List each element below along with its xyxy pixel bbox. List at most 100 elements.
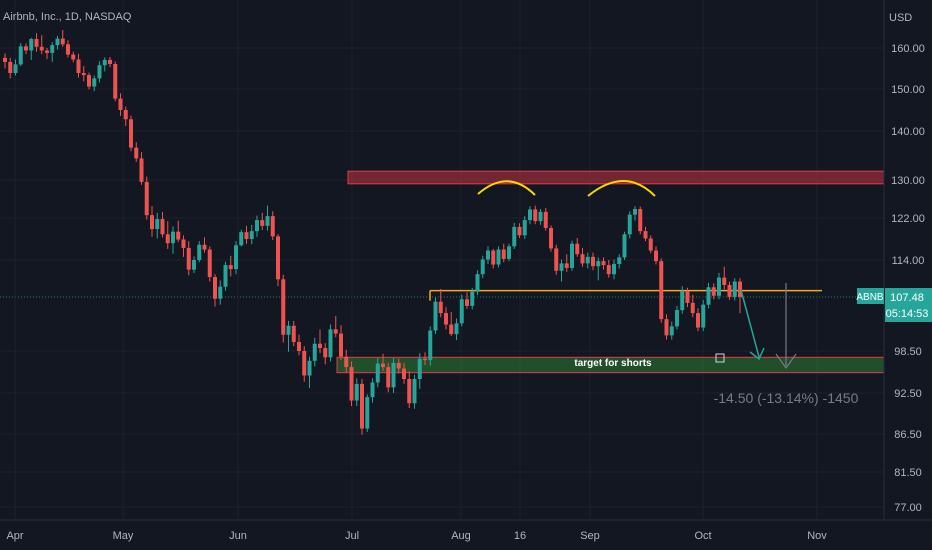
candle-body xyxy=(312,343,317,361)
candle-body xyxy=(186,247,191,270)
candle-body xyxy=(360,383,364,429)
candle-body xyxy=(564,263,569,268)
candle-body xyxy=(66,44,70,55)
candle-body xyxy=(118,98,123,110)
candle-body xyxy=(381,363,385,368)
price-tick-label: 150.00 xyxy=(891,84,925,96)
time-tick-label: Apr xyxy=(6,530,23,542)
candle-body xyxy=(717,277,721,296)
candle-body xyxy=(160,219,165,235)
candle-body xyxy=(491,250,496,265)
last-price-symbol: ABNB xyxy=(856,292,884,303)
candle-body xyxy=(370,382,375,398)
time-tick-label: 16 xyxy=(514,530,526,542)
price-tick-label: 122.00 xyxy=(891,213,925,225)
candle-body xyxy=(706,287,711,305)
measure-arrowhead xyxy=(775,353,797,370)
time-tick-label: May xyxy=(113,530,134,542)
candle-body xyxy=(260,220,265,226)
candle-body xyxy=(29,38,34,51)
candle-body xyxy=(480,259,485,275)
last-price-value: 107.48 xyxy=(890,292,924,304)
candle-body xyxy=(738,281,742,297)
candle-body xyxy=(412,379,417,404)
candle-body xyxy=(675,310,679,327)
price-tick-label: 81.50 xyxy=(894,467,922,479)
candle-body xyxy=(596,261,601,267)
candle-body xyxy=(638,208,643,232)
candle-body xyxy=(50,45,55,53)
candle-body xyxy=(543,211,548,228)
candle-body xyxy=(696,313,700,328)
candle-body xyxy=(8,61,13,74)
candle-body xyxy=(150,215,154,230)
candle-body xyxy=(575,243,580,255)
candle-body xyxy=(612,263,616,275)
candle-body xyxy=(654,250,658,262)
candle-body xyxy=(438,301,443,314)
candle-body xyxy=(249,231,254,239)
candle-body xyxy=(34,38,39,47)
candle-body xyxy=(155,219,160,230)
price-tick-label: 130.00 xyxy=(891,175,925,187)
projection-arrowhead xyxy=(749,347,765,361)
candle-body xyxy=(234,245,238,270)
candle-body xyxy=(344,356,349,368)
candle-body xyxy=(659,261,664,320)
candle-body xyxy=(669,326,674,336)
candle-body xyxy=(444,313,448,325)
candle-body xyxy=(722,277,727,285)
left-shoulder-arc xyxy=(477,180,536,196)
time-tick-label: Jul xyxy=(345,530,359,542)
candle-body xyxy=(171,231,175,244)
candle-body xyxy=(386,367,391,388)
candle-body xyxy=(606,265,611,275)
candle-body xyxy=(97,65,102,79)
candle-body xyxy=(81,73,86,76)
candle-body xyxy=(265,216,270,226)
candle-body xyxy=(354,383,359,401)
candle-body xyxy=(134,147,139,159)
candle-body xyxy=(255,220,259,232)
candle-body xyxy=(454,323,459,335)
candle-body xyxy=(375,363,380,383)
price-tick-label: 160.00 xyxy=(891,43,925,55)
candle-body xyxy=(328,329,333,358)
candle-body xyxy=(465,299,469,306)
candle-body xyxy=(648,238,653,251)
time-axis[interactable]: Apr May Jun Jul Aug 16 Sep Oct Nov xyxy=(6,530,827,542)
candle-body xyxy=(165,234,170,244)
price-axis[interactable]: 160.00 150.00 140.00 130.00 122.00 114.00 98.5… xyxy=(891,43,925,514)
drawings xyxy=(477,180,797,370)
candle-body xyxy=(60,38,65,45)
last-price-badge: ABNB 107.48 05:14:53 xyxy=(856,288,932,322)
candle-body xyxy=(501,249,506,259)
candle-body xyxy=(218,286,223,299)
candle-body xyxy=(711,287,716,296)
candle-body xyxy=(559,263,564,271)
candle-body xyxy=(407,379,412,404)
candle-body xyxy=(727,284,732,297)
candle-body xyxy=(45,50,49,53)
candle-body xyxy=(701,304,706,328)
candle-body xyxy=(580,254,585,264)
candle-body xyxy=(71,54,76,60)
candle-body xyxy=(207,249,212,278)
candle-body xyxy=(664,319,669,336)
currency-label: USD xyxy=(889,12,912,24)
candle-body xyxy=(202,244,207,250)
candle-body xyxy=(690,302,695,314)
candle-body xyxy=(402,368,406,379)
candle-body xyxy=(276,236,280,280)
candle-body xyxy=(496,249,501,265)
grid xyxy=(0,0,884,520)
candle-body xyxy=(239,232,244,246)
price-tick-label: 77.00 xyxy=(894,502,922,514)
time-tick-label: Nov xyxy=(807,530,827,542)
price-tick-label: 86.50 xyxy=(894,429,922,441)
last-price-countdown: 05:14:53 xyxy=(886,308,929,320)
time-tick-label: Aug xyxy=(451,530,471,542)
candle-body xyxy=(244,232,249,239)
